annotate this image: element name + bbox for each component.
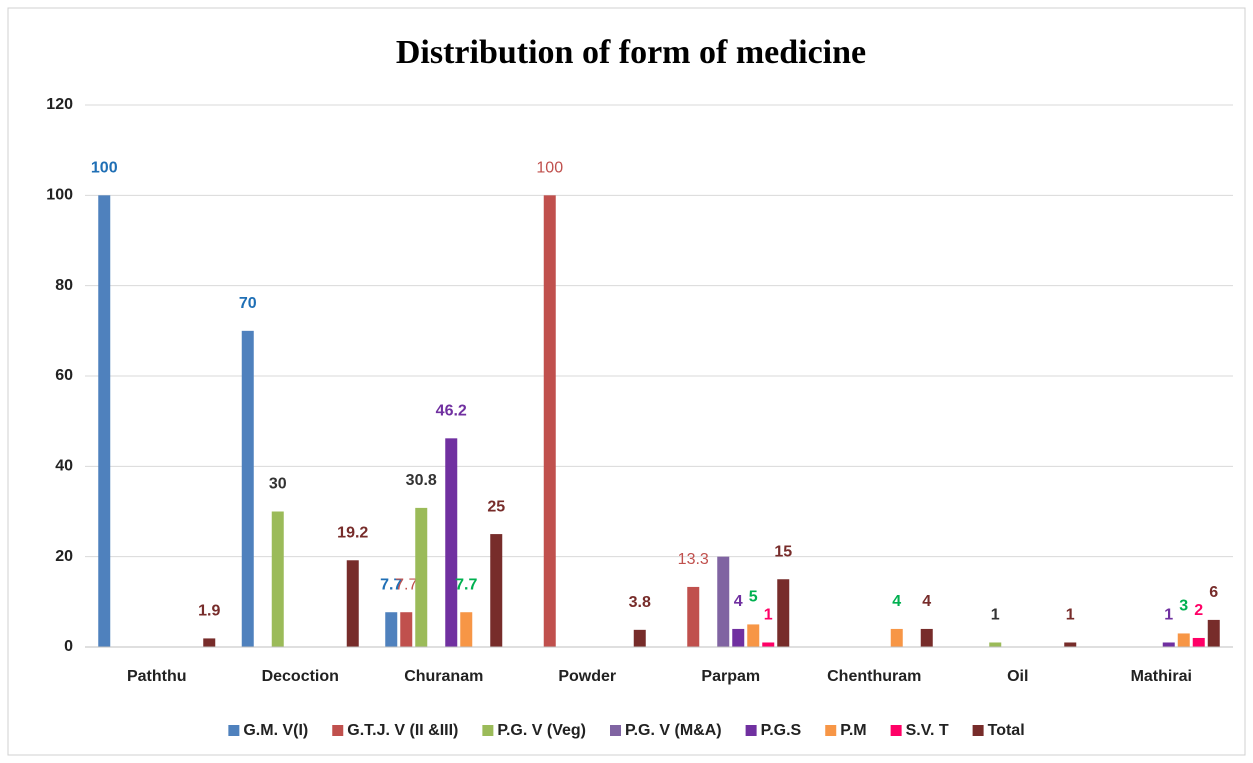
bar — [1177, 633, 1190, 647]
x-tick-label: Paththu — [127, 668, 187, 685]
x-tick-label: Powder — [558, 668, 616, 685]
y-tick-label: 60 — [55, 367, 73, 384]
legend-swatch — [482, 725, 494, 736]
bar — [633, 629, 646, 647]
legend-swatch — [972, 725, 984, 736]
y-tick-label: 120 — [46, 96, 73, 113]
data-label: 4 — [892, 593, 901, 610]
data-label: 100 — [91, 160, 118, 177]
x-tick-label: Churanam — [404, 668, 483, 685]
bar — [415, 507, 428, 647]
bar — [241, 330, 254, 647]
legend-swatch — [890, 725, 902, 736]
x-tick-label: Parpam — [701, 668, 760, 685]
data-label: 3 — [1179, 598, 1188, 615]
bar — [385, 612, 398, 647]
y-tick-label: 20 — [55, 548, 73, 565]
legend-swatch — [332, 725, 344, 736]
y-tick-label: 100 — [46, 187, 73, 204]
bar — [687, 586, 700, 647]
bar — [346, 560, 359, 647]
legend-label: P.G. V (M&A) — [625, 722, 722, 739]
y-tick-label: 80 — [55, 277, 73, 294]
bar — [98, 195, 111, 648]
bar — [460, 612, 473, 647]
data-label: 7.7 — [455, 576, 477, 593]
bar — [1064, 642, 1077, 647]
data-label: 70 — [239, 295, 257, 312]
x-tick-label: Decoction — [262, 668, 339, 685]
bar — [1207, 619, 1220, 647]
data-label: 1.9 — [198, 603, 220, 620]
legend-label: P.G.S — [761, 722, 802, 739]
data-label: 13.3 — [678, 551, 709, 568]
data-label: 5 — [749, 589, 758, 606]
y-tick-label: 0 — [64, 638, 73, 655]
bar — [271, 511, 284, 647]
bar — [490, 534, 503, 647]
bar — [989, 642, 1002, 647]
data-label: 6 — [1209, 584, 1218, 601]
data-label: 1 — [764, 607, 773, 624]
data-label: 7.7 — [380, 576, 402, 593]
legend-label: G.M. V(I) — [243, 722, 308, 739]
data-label: 1 — [1164, 607, 1173, 624]
legend-swatch — [610, 725, 621, 736]
data-label: 30.8 — [406, 472, 437, 489]
data-label: 100 — [536, 160, 563, 177]
bar — [203, 638, 216, 647]
legend-swatch — [228, 725, 240, 736]
bar — [1192, 637, 1205, 647]
chart-title: Distribution of form of medicine — [396, 34, 866, 71]
legend-label: S.V. T — [906, 722, 949, 739]
x-tick-label: Chenthuram — [827, 668, 921, 685]
chart-border — [7, 7, 1246, 756]
bar — [777, 579, 790, 647]
bar — [445, 438, 458, 647]
data-label: 7.7 — [395, 576, 417, 593]
legend-label: P.G. V (Veg) — [497, 722, 586, 739]
y-tick-label: 40 — [55, 458, 73, 475]
bar — [732, 628, 745, 647]
bar — [747, 624, 760, 647]
legend-swatch — [745, 725, 757, 736]
bar — [920, 628, 933, 647]
data-label: 25 — [487, 498, 505, 515]
bar — [890, 628, 903, 647]
data-label: 1 — [991, 607, 1000, 624]
data-label: 46.2 — [436, 403, 467, 420]
data-label: 2 — [1194, 602, 1203, 619]
bar — [717, 556, 730, 647]
data-label: 1 — [1066, 607, 1075, 624]
data-label: 19.2 — [337, 524, 368, 541]
x-tick-label: Oil — [1007, 668, 1028, 685]
legend-label: G.T.J. V (II &III) — [347, 722, 458, 739]
bar — [400, 612, 413, 647]
bar — [762, 642, 775, 647]
data-label: 30 — [269, 476, 287, 493]
bar — [1162, 642, 1175, 647]
bar — [543, 195, 556, 648]
legend-label: Total — [988, 722, 1025, 739]
data-label: 3.8 — [629, 594, 651, 611]
data-label: 4 — [922, 593, 931, 610]
legend-label: P.M — [840, 722, 866, 739]
data-label: 4 — [734, 593, 743, 610]
legend-swatch — [825, 725, 837, 736]
x-tick-label: Mathirai — [1131, 668, 1192, 685]
data-label: 15 — [774, 543, 792, 560]
